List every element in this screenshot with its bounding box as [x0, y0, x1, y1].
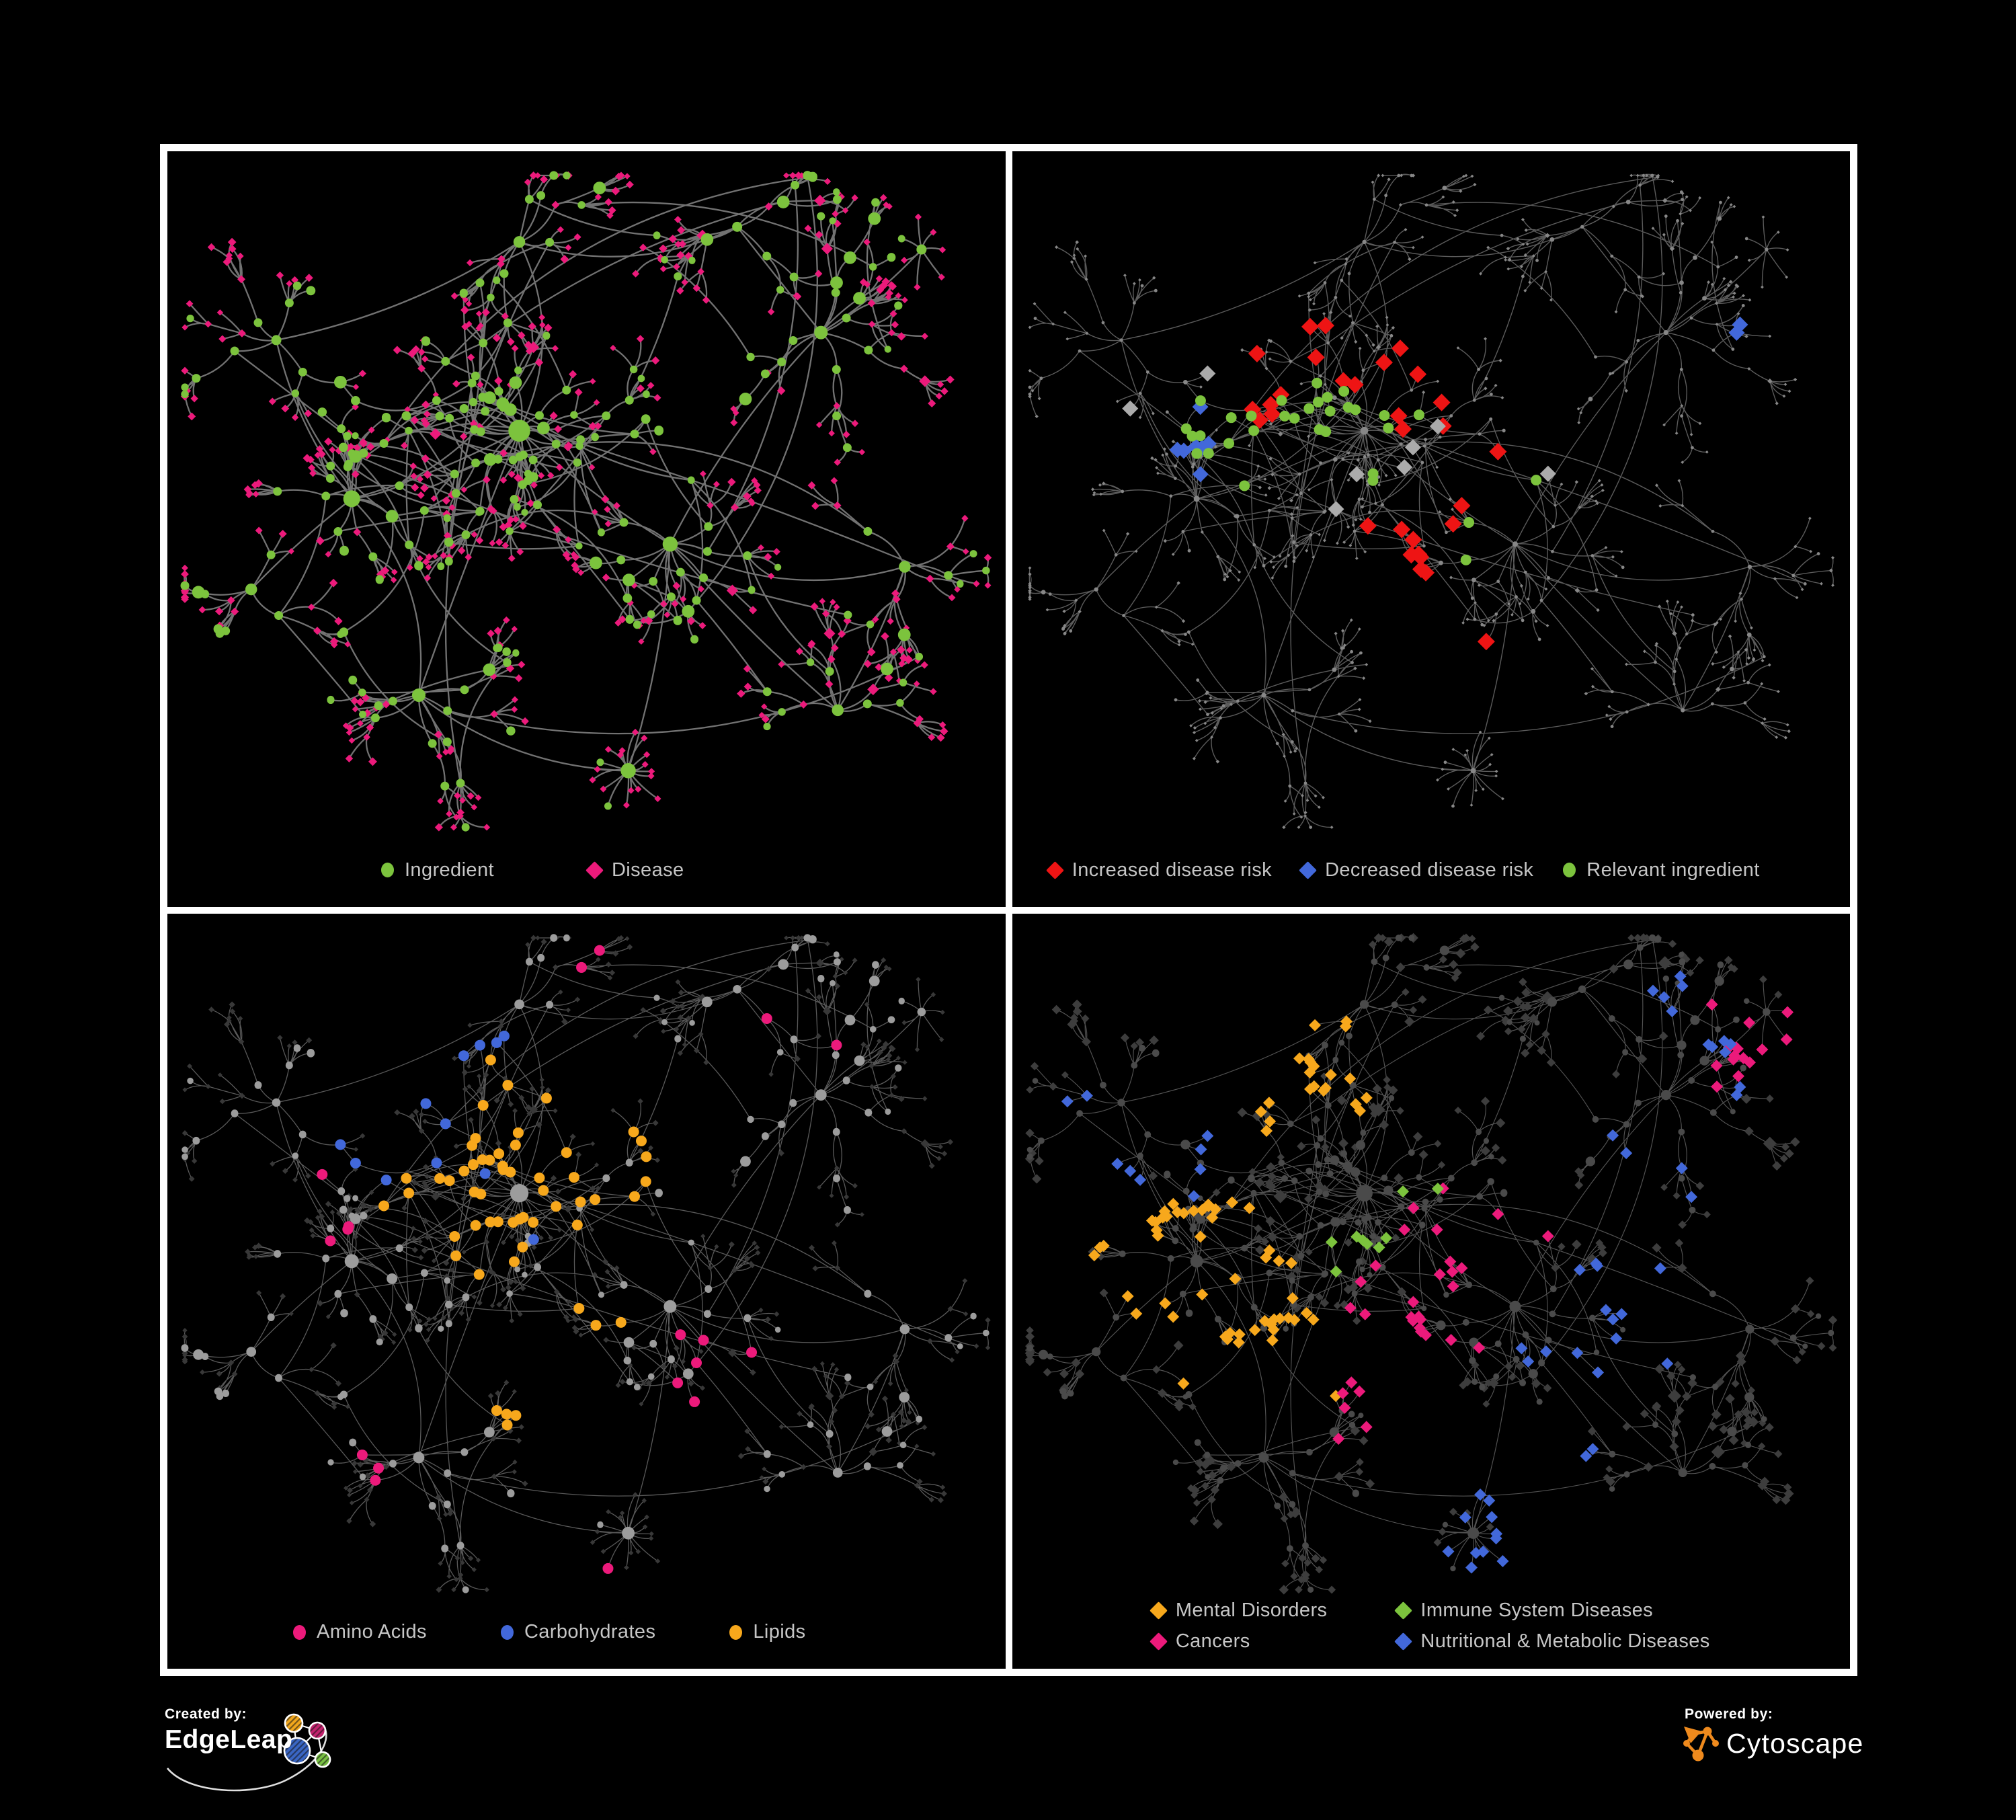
highlight-diamond-nodes-0 [1243, 317, 1506, 651]
network-edges [184, 173, 990, 828]
diamond-swatch-icon [1299, 861, 1317, 879]
cytoscape-logo-icon [1683, 1727, 1719, 1762]
legend-label: Immune System Diseases [1420, 1599, 1654, 1621]
highlight-circle-nodes-0 [378, 1054, 652, 1430]
circle-swatch-icon [1563, 863, 1576, 877]
diamond-swatch-icon [1394, 1632, 1413, 1651]
disease-risk-legend-item: Decreased disease risk [1299, 859, 1534, 881]
legend-label: Increased disease risk [1072, 859, 1273, 881]
legend-label: Decreased disease risk [1325, 859, 1534, 881]
highlight-diamond-nodes-3 [1325, 1182, 1444, 1277]
ingredient-disease-network-graph [180, 171, 992, 832]
ingredient-groups-network-graph [181, 933, 991, 1593]
legend-label: Mental Disorders [1175, 1599, 1328, 1621]
edgeleap-logo-icon [166, 1713, 331, 1792]
edgeleap-credit: Created by: EdgeLeap [165, 1706, 380, 1801]
network-edges [1029, 936, 1834, 1590]
diamond-swatch-icon [1394, 1601, 1413, 1620]
legend-label: Ingredient [404, 859, 494, 881]
panel-disease-risk: Increased disease risk Decreased disease … [1012, 151, 1850, 907]
ingredient-disease-legend-item: Ingredient [380, 859, 494, 881]
powered-by-label: Powered by: [1685, 1706, 1773, 1722]
disease-risk-legend-item: Increased disease risk [1045, 859, 1273, 881]
disease-nodes [1027, 173, 1834, 830]
network-edges [1029, 173, 1834, 828]
ingredient-groups-legend-item: Carbohydrates [500, 1621, 656, 1643]
disease-groups-legend-item: Nutritional & Metabolic Diseases [1394, 1630, 1710, 1653]
diamond-swatch-icon [586, 861, 604, 879]
legend-label: Nutritional & Metabolic Diseases [1420, 1630, 1710, 1652]
legend-label: Lipids [753, 1621, 806, 1643]
diamond-swatch-icon [1045, 861, 1064, 879]
highlight-diamond-nodes-1 [1168, 316, 1748, 483]
cytoscape-wordmark: Cytoscape [1726, 1728, 1864, 1759]
highlight-circle-nodes-2 [317, 945, 842, 1574]
legend-label: Disease [611, 859, 684, 881]
disease-risk-legend-item: Relevant ingredient [1563, 859, 1759, 881]
legend-label: Relevant ingredient [1586, 859, 1760, 881]
ingredient-disease-legend: Ingredient Disease [167, 859, 952, 881]
disease-risk-network-graph [1027, 173, 1834, 830]
legend-label: Carbohydrates [524, 1621, 656, 1643]
network-edges [184, 936, 989, 1590]
disease-groups-legend: Mental Disorders Immune System Diseases Ca… [1012, 1599, 1851, 1653]
cytoscape-credit: Powered by: Cytoscape [1683, 1706, 1913, 1787]
panel-ingredient-groups: Amino Acids Carbohydrates Lipids [167, 913, 1006, 1669]
ingredient-disease-legend-item: Disease [586, 859, 684, 881]
circle-swatch-icon [380, 863, 394, 877]
edgeleap-wordmark: EdgeLeap [165, 1725, 293, 1754]
diamond-swatch-icon [1149, 1632, 1168, 1651]
panel-grid: Ingredient Disease Increased disease risk… [160, 144, 1857, 1676]
legend-label: Amino Acids [316, 1621, 427, 1643]
disease-groups-legend-item: Immune System Diseases [1394, 1599, 1709, 1622]
ingredient-groups-legend: Amino Acids Carbohydrates Lipids [167, 1621, 969, 1643]
disease-groups-legend-item: Mental Disorders [1149, 1599, 1328, 1622]
ingredient-groups-legend-item: Lipids [729, 1621, 805, 1643]
circle-swatch-icon [292, 1624, 306, 1640]
disease-groups-legend-item: Cancers [1149, 1630, 1328, 1653]
circle-swatch-icon [500, 1624, 514, 1640]
disease-nodes [182, 934, 991, 1593]
disease-groups-network-graph [1024, 933, 1837, 1595]
ingredient-groups-legend-item: Amino Acids [292, 1621, 427, 1643]
ingredient-nodes [181, 933, 990, 1593]
legend-label: Cancers [1175, 1630, 1250, 1652]
panel-disease-groups: Mental Disorders Immune System Diseases Ca… [1012, 913, 1851, 1669]
panel-ingredient-disease: Ingredient Disease [167, 151, 1006, 907]
ingredient-nodes [1026, 934, 1834, 1593]
created-by-label: Created by: [165, 1706, 247, 1722]
diamond-swatch-icon [1149, 1601, 1168, 1620]
disease-risk-legend: Increased disease risk Decreased disease … [1012, 859, 1824, 881]
circle-swatch-icon [729, 1624, 743, 1640]
